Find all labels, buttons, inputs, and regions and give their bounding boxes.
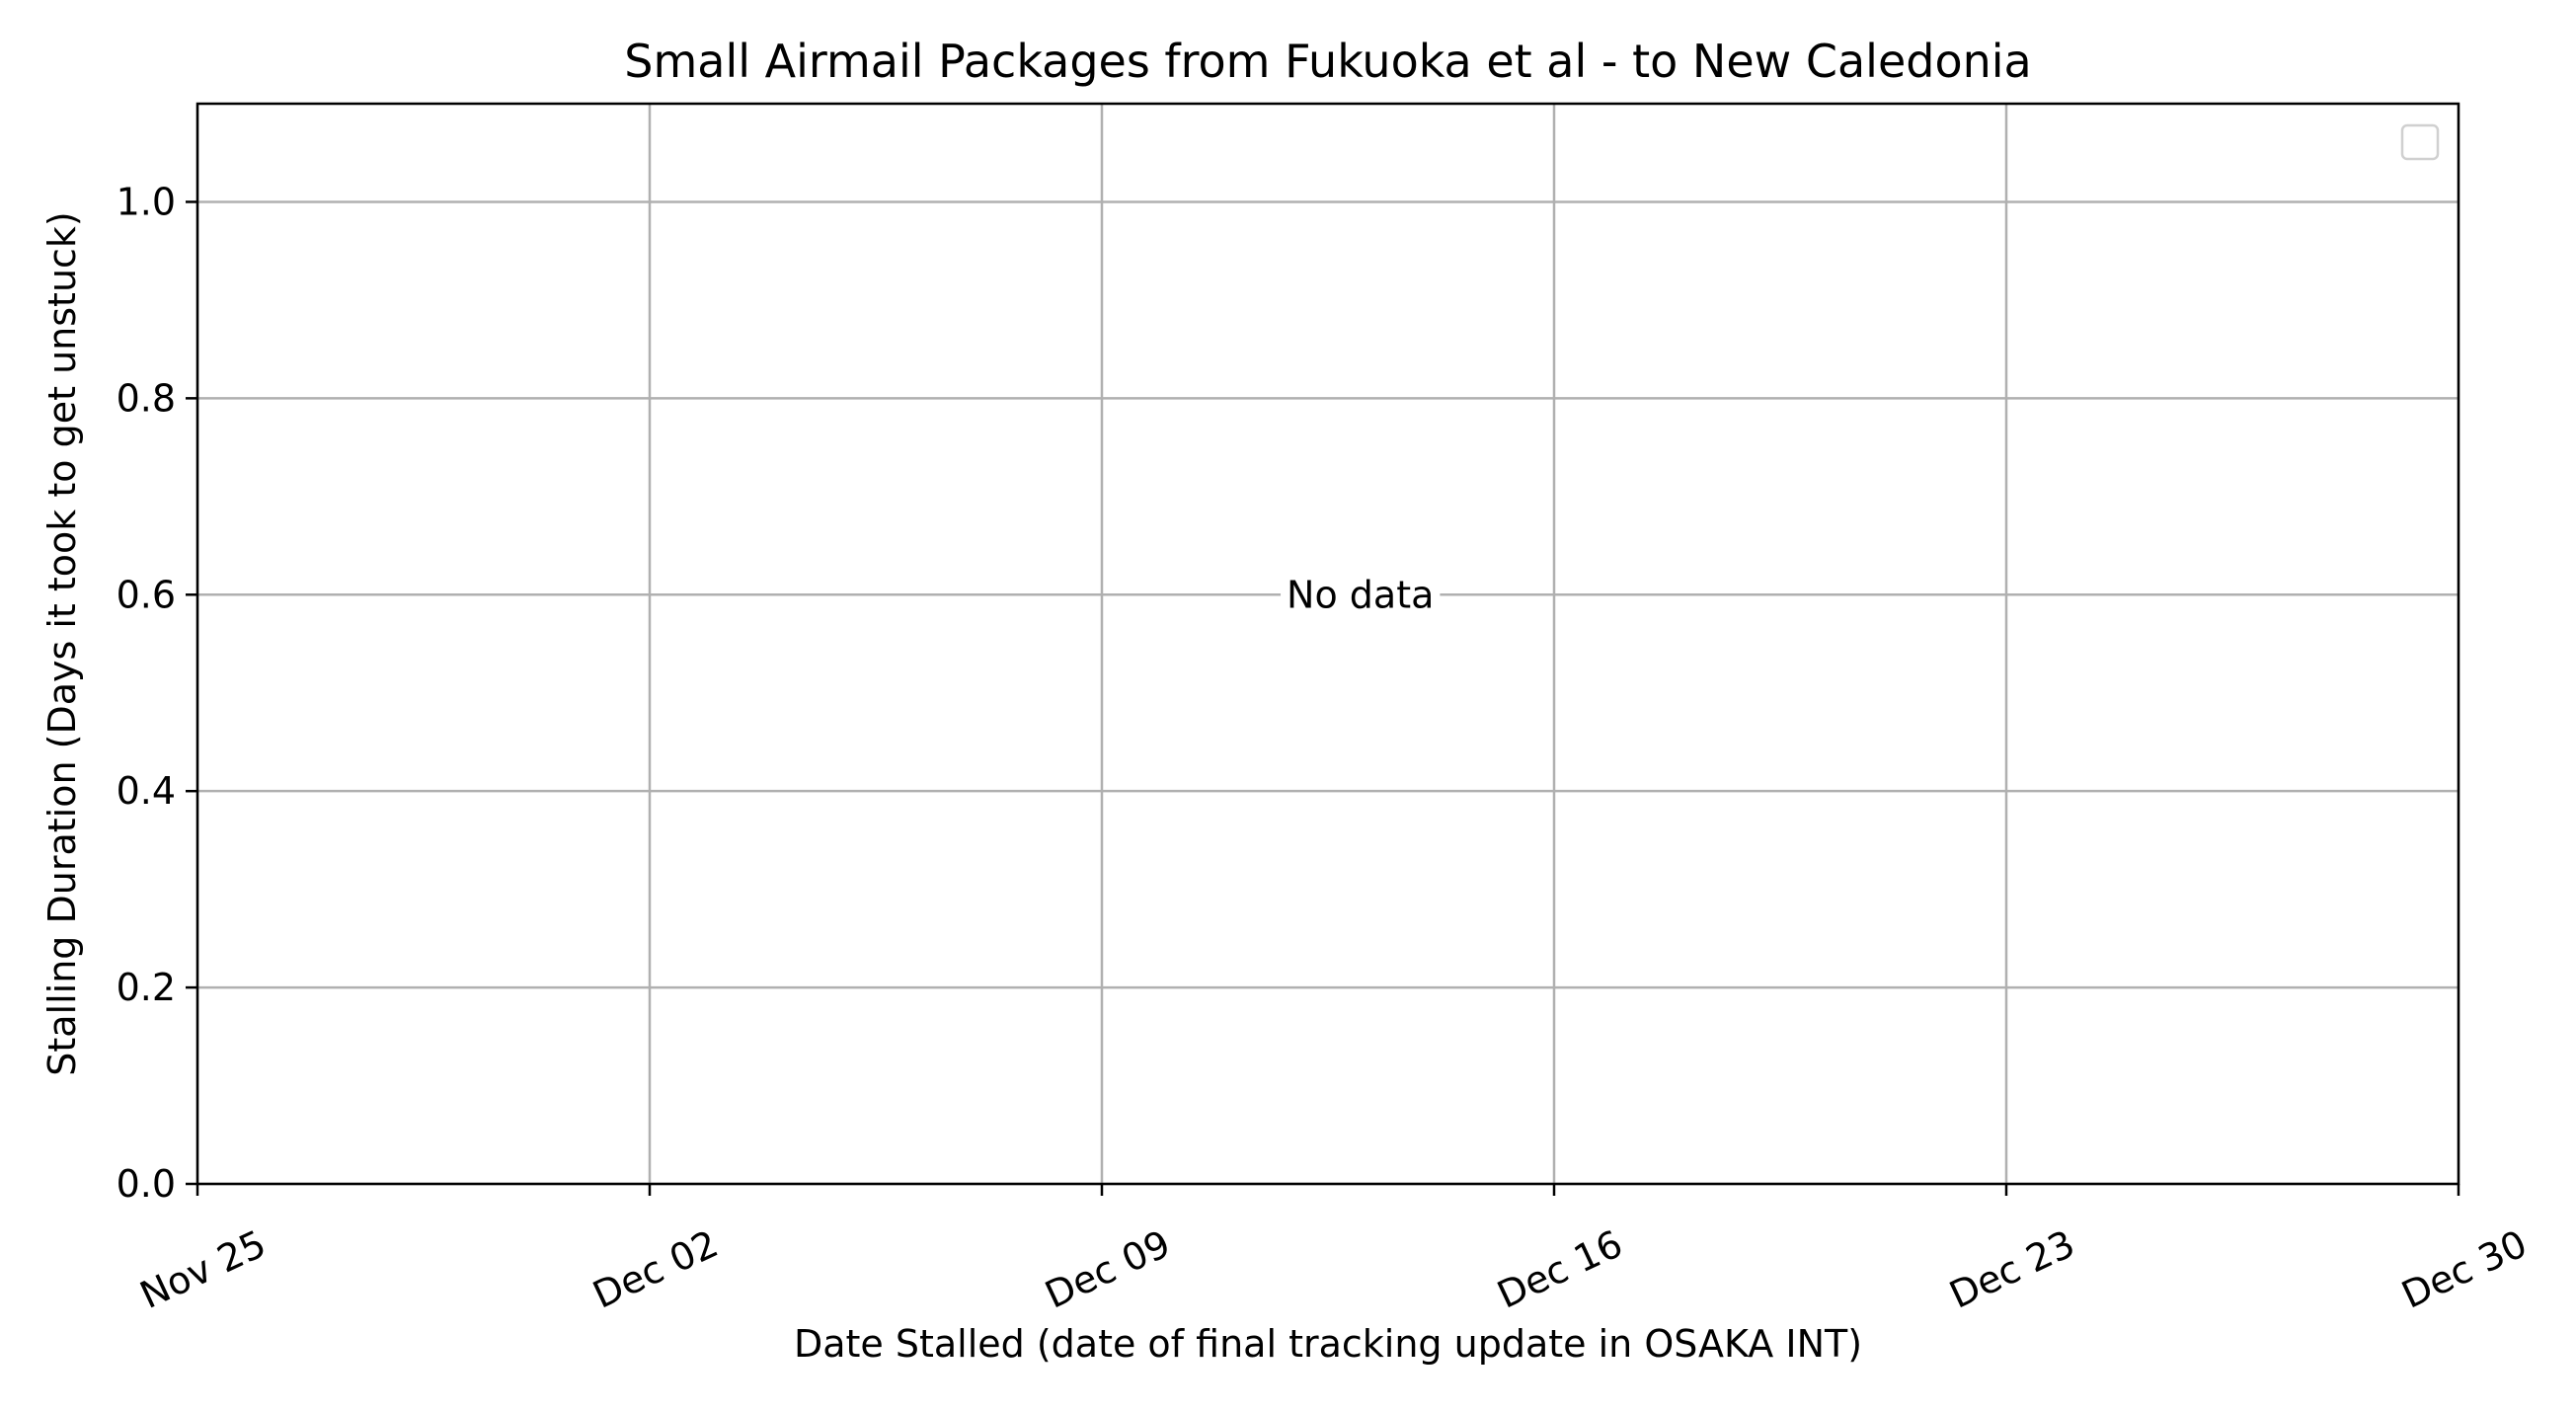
y-tick-label: 1.0 xyxy=(117,180,176,223)
x-tick-label: Nov 25 xyxy=(133,1221,273,1317)
no-data-annotation: No data xyxy=(1287,573,1434,616)
y-tick-label: 0.6 xyxy=(117,573,176,616)
x-tick-label: Dec 09 xyxy=(1039,1221,1177,1316)
y-tick-label: 0.8 xyxy=(117,376,176,420)
x-tick-label: Dec 23 xyxy=(1943,1221,2081,1316)
x-axis-label: Date Stalled (date of final tracking upd… xyxy=(794,1322,1862,1366)
y-tick-label: 0.0 xyxy=(117,1162,176,1206)
x-tick-label: Dec 16 xyxy=(1491,1221,1629,1316)
annotation-layer: No data xyxy=(1281,571,1441,619)
annotation-background xyxy=(1281,571,1441,619)
chart-title: Small Airmail Packages from Fukuoka et a… xyxy=(624,35,2031,88)
x-tick-label: Dec 30 xyxy=(2395,1221,2534,1316)
x-tick-label: Dec 02 xyxy=(586,1221,725,1316)
plot-background xyxy=(197,104,2459,1184)
legend-box xyxy=(2400,123,2440,161)
plot-frame xyxy=(195,102,2460,1186)
y-tick-label: 0.4 xyxy=(117,769,176,813)
y-tick-label: 0.2 xyxy=(117,966,176,1009)
y-axis-label: Stalling Duration (Days it took to get u… xyxy=(40,211,84,1076)
